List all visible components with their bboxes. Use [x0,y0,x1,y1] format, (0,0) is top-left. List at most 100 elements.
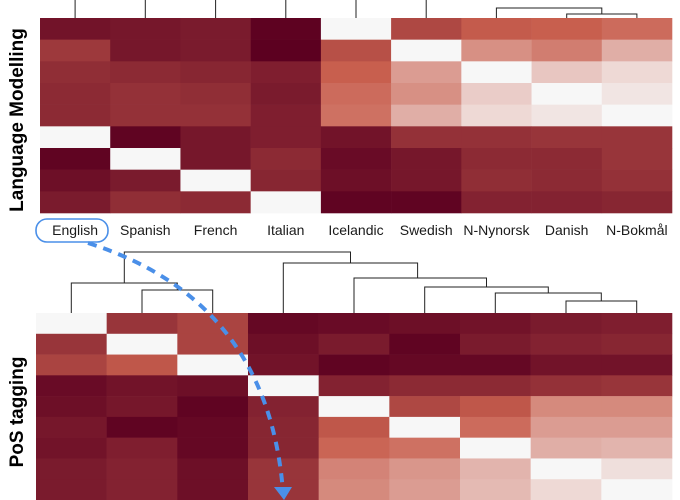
top-cell-r1-c2 [180,39,251,62]
top-cell-r6-c1 [110,148,181,170]
top-cell-r6-c6 [461,148,532,170]
bottom-cell-r2-c8 [601,354,673,376]
top-x-tick-labels: English Spanish French Italian Icelandic Swed… [52,222,667,238]
bottom-cell-r3-c1 [106,375,178,397]
bottom-cell-r1-c7 [530,333,602,355]
bottom-cell-r1-c2 [177,333,249,355]
bottom-cell-r5-c8 [601,416,673,438]
bottom-cell-r2-c5 [389,354,461,376]
top-cell-r5-c5 [391,126,462,149]
top-cell-r6-c8 [601,148,673,170]
bottom-cell-r3-c7 [530,375,602,397]
top-cell-r2-c8 [601,61,673,84]
top-cell-r2-c7 [531,61,603,84]
bottom-link-5 [353,277,487,313]
bottom-cell-r5-c4 [318,416,390,438]
bottom-cell-r7-c7 [530,458,602,480]
bottom-cell-r0-c4 [318,313,390,335]
bottom-cell-r6-c3 [248,437,319,459]
bottom-cell-r8-c4 [318,479,390,500]
bottom-cell-r8-c0 [36,479,107,500]
top-cell-r3-c6 [461,83,532,105]
bottom-cell-r5-c6 [460,416,531,438]
bottom-cell-r5-c2 [177,416,249,438]
bottom-link-6 [282,262,419,313]
bottom-cell-r3-c2 [177,375,249,397]
top-cell-r6-c4 [320,148,392,170]
bottom-cell-r0-c0 [36,313,107,335]
bottom-cell-r8-c2 [177,479,249,500]
top-cell-r8-c1 [110,191,181,214]
bottom-cell-r7-c4 [318,458,390,480]
bottom-cell-r4-c4 [318,396,390,418]
bottom-link-3 [494,292,602,313]
bottom-cell-r4-c1 [106,396,178,418]
top-cell-r0-c7 [531,18,603,40]
bottom-ylabel: PoS tagging [7,357,28,468]
top-cell-r0-c2 [180,18,251,40]
bottom-cell-r6-c8 [601,437,673,459]
top-cell-r2-c2 [180,61,251,84]
top-cell-r5-c6 [461,126,532,149]
top-cell-r2-c5 [391,61,462,84]
top-cell-r1-c7 [531,39,603,62]
bottom-cell-r1-c5 [389,333,461,355]
top-link-1 [215,0,287,18]
top-cell-r6-c3 [250,148,322,170]
top-cell-r7-c2 [180,169,251,192]
top-cell-r1-c5 [391,39,462,62]
bottom-cell-r0-c3 [248,313,319,335]
x-tick-3: Italian [267,222,304,238]
top-cell-r8-c4 [320,191,392,214]
x-tick-7: Danish [545,222,589,238]
bottom-cell-r3-c6 [460,375,531,397]
top-cell-r8-c3 [250,191,322,214]
top-cell-r1-c1 [110,39,181,62]
top-cell-r3-c0 [40,83,111,105]
bottom-cell-r0-c2 [177,313,249,335]
top-cell-r0-c4 [320,18,392,40]
top-cell-r4-c8 [601,104,673,127]
top-cell-r2-c3 [250,61,322,84]
top-cell-r8-c6 [461,191,532,214]
top-cell-r3-c2 [180,83,251,105]
bottom-cell-r7-c8 [601,458,673,480]
top-cell-r6-c0 [40,148,111,170]
bottom-cell-r6-c6 [460,437,531,459]
bottom-cell-r1-c6 [460,333,531,355]
bottom-cell-r5-c5 [389,416,461,438]
top-cell-r3-c8 [601,83,673,105]
top-link-3 [495,7,603,18]
x-tick-5: Swedish [400,222,453,238]
bottom-cell-r2-c1 [106,354,178,376]
top-cell-r2-c1 [110,61,181,84]
top-cell-r6-c2 [180,148,251,170]
top-ylabel: Language Modelling [7,28,28,212]
top-cell-r8-c7 [531,191,603,214]
bottom-cell-r6-c2 [177,437,249,459]
top-cell-r8-c8 [601,191,673,214]
top-cell-r8-c5 [391,191,462,214]
top-cell-r3-c5 [391,83,462,105]
x-tick-8: N-Bokmål [606,222,667,238]
bottom-cell-r8-c7 [530,479,602,500]
top-link-0 [74,0,146,18]
top-cell-r4-c4 [320,104,392,127]
top-cell-r1-c6 [461,39,532,62]
bottom-cell-r6-c7 [530,437,602,459]
bottom-heatmap [36,313,673,500]
top-cell-r1-c4 [320,39,392,62]
top-heatmap [40,18,673,214]
bottom-cell-r0-c7 [530,313,602,335]
bottom-cell-r8-c1 [106,479,178,500]
bottom-cell-r8-c6 [460,479,531,500]
bottom-dendrogram [70,251,638,313]
top-link-2 [355,0,427,18]
bottom-link-7 [123,251,351,283]
bottom-cell-r1-c1 [106,333,178,355]
top-cell-r7-c7 [531,169,603,192]
bottom-cell-r1-c3 [248,333,319,355]
top-cell-r4-c5 [391,104,462,127]
bottom-cell-r0-c1 [106,313,178,335]
